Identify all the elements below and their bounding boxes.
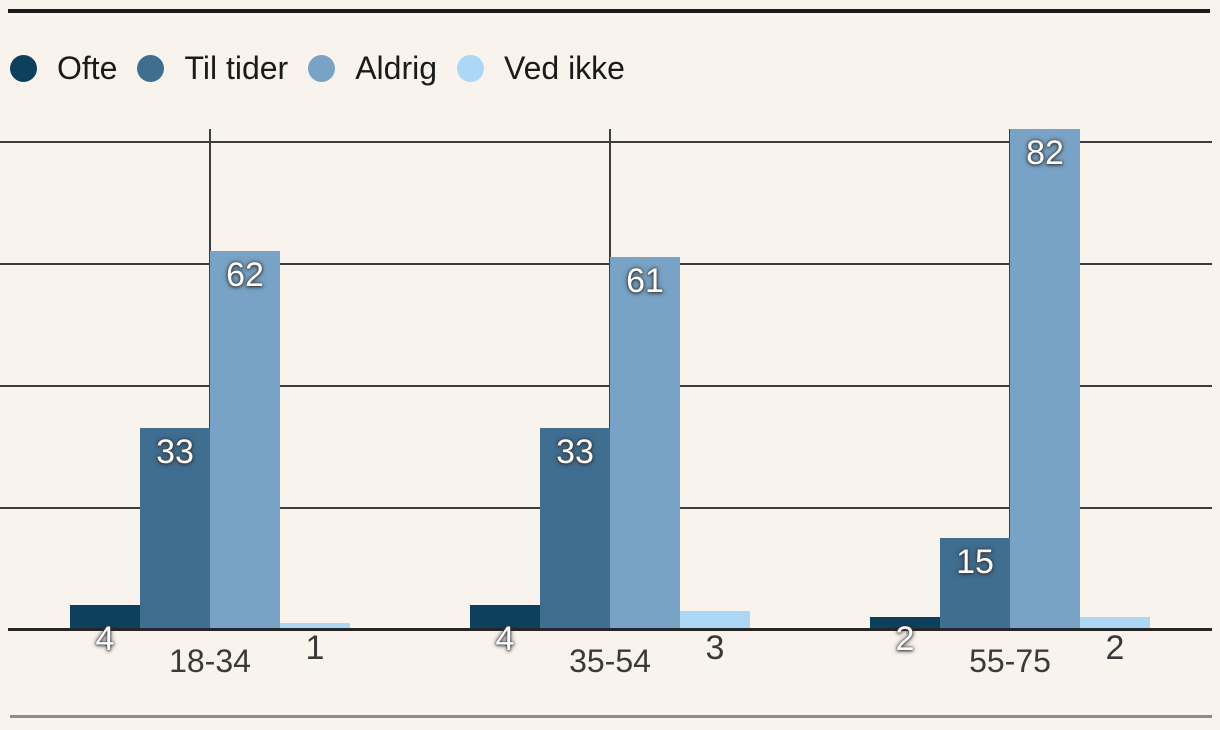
x-axis-line bbox=[8, 627, 1212, 631]
bar-til-tider-35-54 bbox=[540, 427, 610, 629]
value-label: 61 bbox=[626, 262, 664, 301]
value-label: 82 bbox=[1026, 134, 1064, 172]
horizontal-gridline bbox=[0, 385, 1212, 387]
legend-item-aldrig: Aldrig bbox=[308, 52, 437, 84]
bar-ved-ikke-18-34 bbox=[280, 622, 350, 629]
legend-swatch-icon bbox=[137, 54, 165, 82]
bar-aldrig-18-34 bbox=[210, 250, 280, 629]
value-label: 2 bbox=[895, 620, 915, 658]
legend-item-ofte: Ofte bbox=[10, 52, 117, 84]
category-label: 55-75 bbox=[969, 643, 1051, 679]
value-label: 2 bbox=[1105, 629, 1125, 667]
bar-ved-ikke-35-54 bbox=[680, 610, 750, 629]
bar-aldrig-35-54 bbox=[610, 257, 680, 629]
legend-label: Aldrig bbox=[355, 50, 437, 86]
legend-item-til-tider: Til tider bbox=[137, 52, 288, 84]
legend-label: Til tider bbox=[184, 50, 289, 86]
bar-ofte-55-75 bbox=[870, 616, 940, 629]
value-label: 4 bbox=[95, 620, 115, 658]
category-label: 35-54 bbox=[569, 643, 651, 679]
bottom-rule bbox=[10, 715, 1212, 718]
bar-ved-ikke-55-75 bbox=[1080, 616, 1150, 629]
value-label: 1 bbox=[305, 629, 325, 667]
bar-ofte-18-34 bbox=[70, 604, 140, 629]
legend-label: Ofte bbox=[57, 50, 118, 86]
bar-til-tider-55-75 bbox=[940, 537, 1010, 629]
legend-swatch-icon bbox=[457, 54, 484, 82]
top-rule bbox=[8, 9, 1210, 13]
value-label: 15 bbox=[956, 542, 994, 581]
bar-ofte-35-54 bbox=[470, 604, 540, 629]
horizontal-gridline bbox=[0, 141, 1212, 143]
legend: Ofte Til tider Aldrig Ved ikke bbox=[10, 52, 625, 84]
category-label: 18-34 bbox=[169, 643, 251, 679]
legend-item-ved-ikke: Ved ikke bbox=[457, 52, 625, 84]
legend-swatch-icon bbox=[308, 54, 336, 82]
value-label: 4 bbox=[495, 620, 515, 658]
value-label: 33 bbox=[556, 432, 594, 471]
bar-aldrig-55-75 bbox=[1010, 129, 1080, 629]
value-label: 62 bbox=[226, 255, 264, 294]
value-label: 3 bbox=[705, 629, 725, 667]
horizontal-gridline bbox=[0, 263, 1212, 265]
legend-swatch-icon bbox=[10, 54, 37, 82]
value-label: 33 bbox=[156, 432, 194, 471]
legend-label: Ved ikke bbox=[504, 50, 625, 86]
bar-til-tider-18-34 bbox=[140, 427, 210, 629]
